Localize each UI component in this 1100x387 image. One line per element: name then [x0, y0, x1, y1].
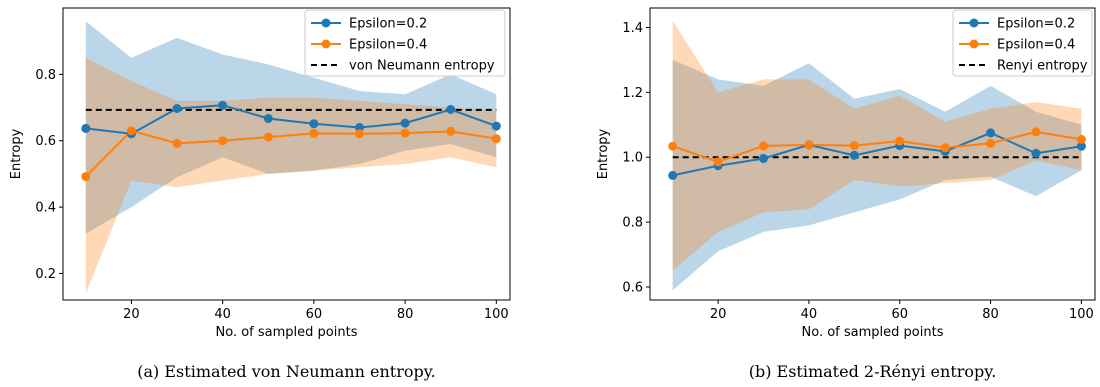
x-tick-label: 80	[982, 307, 999, 322]
x-tick-label: 40	[214, 307, 231, 322]
y-tick-label: 1.4	[622, 21, 643, 36]
x-axis-label: No. of sampled points	[216, 325, 358, 340]
figure-caption-b: (b) Estimated 2-Rényi entropy.	[749, 362, 997, 381]
legend-marker-epsilon-0.4	[321, 39, 331, 49]
legend-label-epsilon-0.4: Epsilon=0.4	[349, 38, 427, 53]
y-axis-ticks: 0.6 0.8 1.0 1.2 1.4	[622, 21, 650, 296]
data-point	[172, 104, 182, 113]
plot-frame	[649, 7, 1096, 301]
legend-label-reference: Renyi entropy	[997, 59, 1088, 74]
data-point	[849, 150, 859, 160]
x-axis-ticks: 20 40 60 80 100	[710, 300, 1094, 322]
data-point	[986, 128, 996, 138]
plot-frame	[62, 7, 511, 301]
data-point	[491, 134, 501, 144]
series-markers	[81, 100, 501, 182]
data-point	[1076, 134, 1086, 144]
x-tick-label: 20	[710, 307, 727, 322]
y-axis-ticks: 0.2 0.4 0.6 0.8	[35, 68, 63, 282]
legend-label-epsilon-0.4: Epsilon=0.4	[997, 38, 1075, 53]
y-tick-label: 0.2	[35, 267, 56, 282]
series-line-1	[672, 131, 1082, 177]
y-axis-label: Entropy	[9, 128, 24, 179]
series-lines	[672, 130, 1082, 177]
data-point	[759, 154, 768, 163]
data-point	[446, 126, 456, 136]
data-point	[355, 129, 364, 139]
data-point	[895, 136, 905, 146]
confidence-band-1	[85, 21, 497, 234]
confidence-band-2	[672, 21, 1082, 271]
data-point	[668, 141, 678, 151]
chart-panel-a: 20 40 60 80 100 0.2 0.4 0.6 0.8 No. of sampled …	[9, 7, 511, 381]
y-tick-label: 0.6	[622, 281, 643, 296]
x-tick-label: 80	[397, 307, 414, 322]
data-point	[940, 143, 950, 153]
data-point	[309, 119, 319, 129]
legend-label-epsilon-0.2: Epsilon=0.2	[349, 17, 427, 32]
y-tick-label: 1.2	[622, 86, 643, 101]
data-point	[400, 128, 410, 138]
y-tick-label: 0.6	[35, 134, 56, 149]
data-point	[309, 128, 319, 138]
series-line-1	[85, 104, 497, 135]
confidence-band-2	[85, 57, 497, 294]
data-point	[126, 126, 136, 136]
legend-marker-epsilon-0.2	[969, 18, 979, 28]
data-point	[81, 172, 91, 182]
data-point	[355, 123, 364, 132]
data-point	[986, 138, 996, 148]
series-line-2	[672, 130, 1082, 163]
legend-box	[304, 9, 506, 77]
data-point	[81, 123, 91, 133]
data-point	[491, 121, 501, 131]
confidence-band-1	[672, 59, 1082, 291]
x-tick-label: 100	[1069, 307, 1094, 322]
x-tick-label: 20	[123, 307, 140, 322]
x-tick-label: 60	[891, 307, 908, 322]
data-point	[668, 170, 678, 180]
series-line-2	[85, 129, 497, 178]
y-tick-label: 0.8	[35, 68, 56, 83]
data-point	[172, 138, 182, 148]
data-point	[849, 141, 859, 151]
y-tick-label: 0.4	[35, 201, 56, 216]
x-tick-label: 60	[306, 307, 323, 322]
data-point	[218, 136, 228, 146]
data-point	[1076, 141, 1086, 151]
data-point	[446, 105, 456, 114]
y-tick-label: 1.0	[622, 151, 643, 166]
data-point	[759, 141, 768, 151]
x-axis-ticks: 20 40 60 80 100	[123, 300, 509, 322]
legend: Epsilon=0.2 Epsilon=0.4 von Neumann entr…	[304, 9, 506, 77]
data-point	[1031, 148, 1041, 158]
legend-label-reference: von Neumann entropy	[349, 59, 495, 74]
data-point	[263, 132, 273, 142]
legend-marker-epsilon-0.4	[969, 39, 979, 49]
y-tick-label: 0.8	[622, 216, 643, 231]
data-point	[1031, 127, 1041, 137]
y-axis-label: Entropy	[596, 128, 611, 179]
legend-label-epsilon-0.2: Epsilon=0.2	[997, 17, 1075, 32]
data-point	[218, 100, 228, 110]
x-tick-label: 100	[484, 307, 509, 322]
confidence-bands	[85, 21, 497, 294]
figure-caption-a: (a) Estimated von Neumann entropy.	[137, 362, 435, 381]
data-point	[263, 114, 273, 123]
series-markers	[668, 127, 1086, 180]
x-axis-label: No. of sampled points	[802, 325, 944, 340]
legend-box	[952, 9, 1093, 77]
data-point	[713, 157, 723, 167]
series-lines	[85, 104, 497, 178]
data-point	[804, 140, 814, 150]
legend-marker-epsilon-0.2	[321, 18, 331, 28]
chart-panel-b: 20 40 60 80 100 0.6 0.8 1.0 1.2 1.4 No. of sampl…	[596, 7, 1096, 381]
x-tick-label: 40	[801, 307, 818, 322]
data-point	[400, 118, 410, 128]
legend: Epsilon=0.2 Epsilon=0.4 Renyi entropy	[952, 9, 1093, 77]
confidence-bands	[672, 21, 1082, 291]
